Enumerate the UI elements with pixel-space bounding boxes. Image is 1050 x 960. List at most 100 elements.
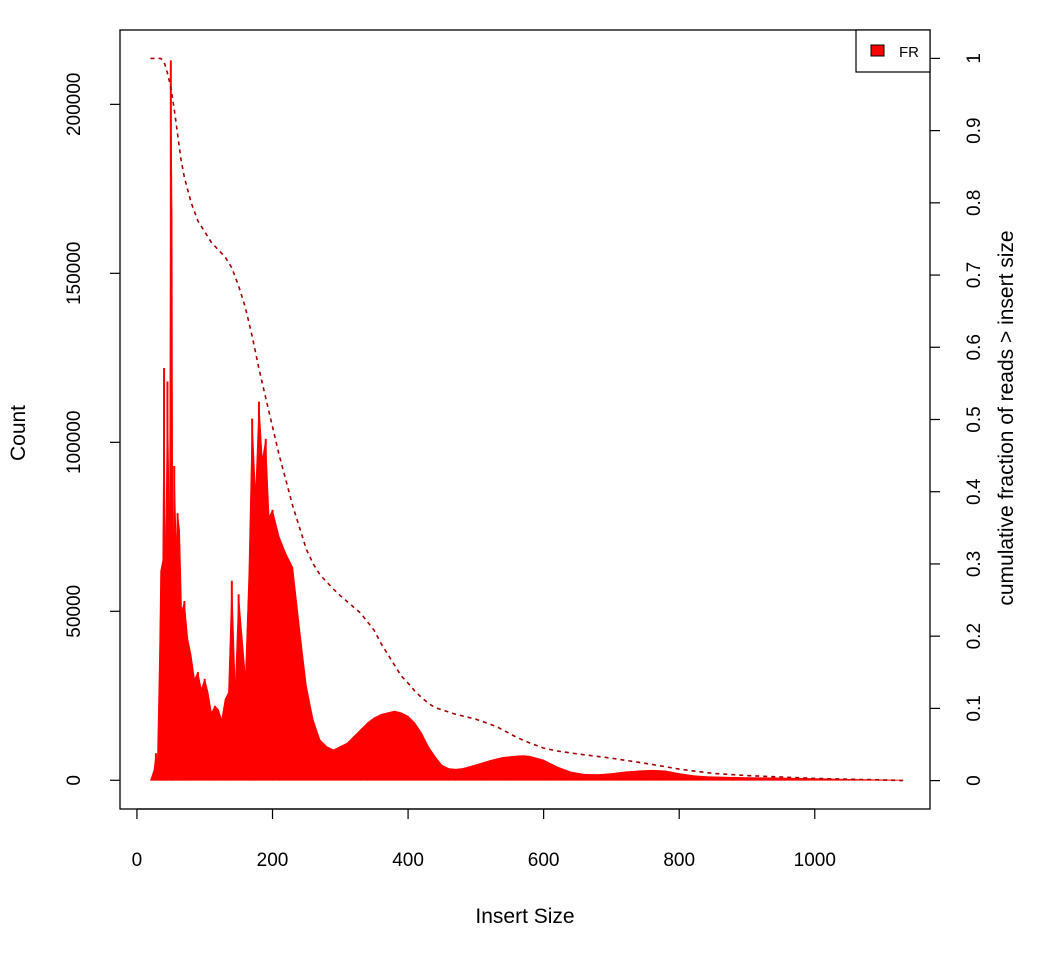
y-tick-label: 100000 <box>64 411 85 474</box>
y2-tick-label: 0.5 <box>964 406 985 432</box>
y2-tick-label: 0.9 <box>964 117 985 143</box>
histogram-bin <box>346 735 355 781</box>
histogram-bin <box>373 713 382 781</box>
y2-tick-label: 1 <box>964 53 985 64</box>
histogram-bin <box>187 638 192 781</box>
histogram-bin <box>221 699 226 781</box>
histogram-bin <box>360 722 368 781</box>
x-tick-label: 400 <box>392 850 424 871</box>
histogram-bin <box>523 755 531 781</box>
cumulative-fraction-line <box>150 57 903 782</box>
histogram-bin <box>150 770 155 781</box>
legend-box <box>855 29 931 73</box>
histogram-bin <box>319 738 328 781</box>
legend: FR <box>855 29 931 73</box>
histogram-bin <box>584 773 599 781</box>
histogram-bin <box>597 773 612 781</box>
histogram-bin <box>299 628 307 781</box>
y2-tick-label: 0.3 <box>964 551 985 577</box>
histogram-bin <box>543 759 558 781</box>
histogram-bin <box>217 709 222 781</box>
histogram-bin <box>678 773 694 781</box>
histogram-bin <box>353 728 361 781</box>
histogram-bin <box>380 712 389 781</box>
histogram-bin <box>156 661 160 781</box>
x-tick-label: 1000 <box>794 850 836 871</box>
histogram-bin <box>285 553 294 781</box>
x-axis-title: Insert Size <box>475 905 574 928</box>
y2-tick-label: 0.7 <box>964 262 985 288</box>
y-axis-left: 0 50000 100000 150000 200000 <box>64 73 120 786</box>
histogram-layer <box>150 60 904 781</box>
histogram-bin <box>160 560 164 781</box>
y2-tick-label: 0.1 <box>964 695 985 721</box>
histogram-bin <box>407 715 416 781</box>
y-tick-label: 0 <box>64 775 85 786</box>
histogram-bin <box>624 770 639 781</box>
histogram-bin <box>400 712 409 781</box>
histogram-bin <box>306 685 314 781</box>
legend-swatch-fr <box>870 44 885 57</box>
histogram-bin <box>326 745 334 781</box>
histogram-bin <box>462 766 470 781</box>
histogram-bin <box>414 721 422 781</box>
histogram-bin <box>529 755 544 781</box>
histogram-bin <box>278 536 287 781</box>
histogram-bin <box>421 732 429 781</box>
histogram-bin <box>190 655 195 781</box>
y-tick-label: 200000 <box>64 73 85 136</box>
y2-tick-label: 0.4 <box>964 478 985 505</box>
histogram-bin <box>292 567 300 781</box>
histogram-bin <box>272 509 280 781</box>
histogram-bin <box>448 768 456 781</box>
y2-tick-label: 0 <box>964 775 985 786</box>
histogram-bin <box>665 770 680 781</box>
histogram-bin <box>333 745 341 781</box>
y-tick-label: 150000 <box>64 242 85 305</box>
histogram-bin <box>179 530 182 781</box>
histogram-bin <box>556 766 572 781</box>
histogram-bin <box>339 742 348 781</box>
histogram-bin <box>394 710 402 781</box>
histogram-bin <box>502 755 517 781</box>
histogram-bin <box>367 717 375 781</box>
histogram-bin <box>570 771 585 781</box>
histogram-bin <box>387 710 395 781</box>
x-tick-label: 200 <box>257 850 289 871</box>
y2-tick-label: 0.6 <box>964 334 985 360</box>
histogram-bin <box>207 692 212 781</box>
y2-axis-title: cumulative fraction of reads > insert si… <box>995 230 1018 605</box>
y-axis-right: 0 0.1 0.2 0.3 0.4 0.5 0.6 0.7 0.8 0.9 1 <box>930 53 985 786</box>
histogram-bin <box>455 768 463 781</box>
histogram-bin <box>516 755 524 781</box>
histogram-bin <box>224 692 229 781</box>
histogram-bin <box>638 769 653 781</box>
y-tick-label: 50000 <box>64 585 85 638</box>
histogram-bin <box>428 745 436 781</box>
histogram-bin <box>245 574 250 781</box>
y2-tick-label: 0.8 <box>964 190 985 216</box>
histogram-bin <box>651 769 666 781</box>
legend-label-fr: FR <box>899 44 919 61</box>
histogram-bin <box>692 775 707 781</box>
x-tick-label: 0 <box>132 850 143 871</box>
histogram-bin <box>746 777 782 781</box>
y2-tick-label: 0.2 <box>964 623 985 649</box>
histogram-bin <box>706 776 721 781</box>
histogram-bin <box>312 719 321 781</box>
histogram-bin <box>468 764 477 781</box>
histogram-bin <box>441 764 450 781</box>
histogram-bin <box>241 634 246 781</box>
histogram-bin <box>611 771 626 781</box>
cumulative-line-layer <box>150 57 903 782</box>
histogram-bin <box>434 755 443 781</box>
x-axis: 0 200 400 600 800 1000 <box>132 808 836 871</box>
histogram-bin <box>475 760 490 781</box>
histogram-bin <box>733 776 748 781</box>
histogram-bin <box>719 776 734 781</box>
histogram-bin <box>489 756 504 781</box>
x-tick-label: 600 <box>528 850 560 871</box>
y-axis-title: Count <box>7 405 30 461</box>
x-tick-label: 800 <box>663 850 695 871</box>
